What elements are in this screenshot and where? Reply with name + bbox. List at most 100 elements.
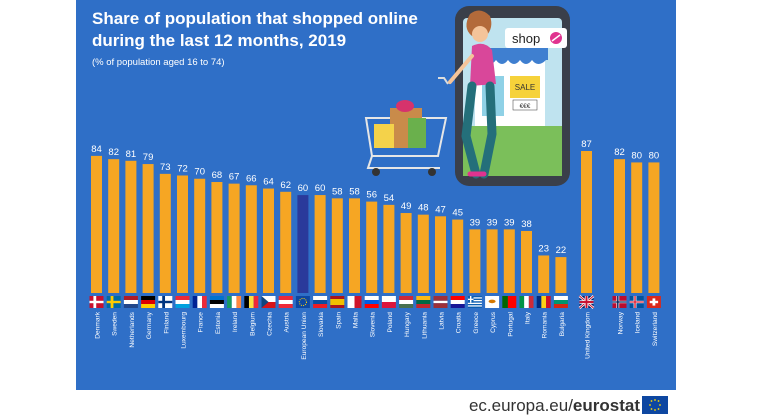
- shop-sign: shop: [505, 28, 567, 48]
- eurostat-url[interactable]: ec.europa.eu/eurostat: [469, 396, 640, 416]
- value-label-norway: 82: [614, 147, 625, 158]
- category-label-belgium: Belgium: [249, 311, 256, 335]
- category-label-cyprus: Cyprus: [490, 311, 497, 333]
- sweden-flag-icon: [106, 296, 121, 308]
- bar-netherlands: [125, 160, 137, 293]
- category-label-united-kingdom: United Kingdom: [585, 311, 592, 358]
- switzerland-flag-icon: [646, 296, 661, 308]
- value-label-romania: 23: [538, 243, 549, 254]
- category-label-hungary: Hungary: [404, 311, 411, 337]
- italy-flag-icon: [519, 296, 534, 308]
- category-label-greece: Greece: [473, 312, 480, 334]
- lithuania-flag-icon: [416, 296, 431, 308]
- bar-slovakia: [314, 195, 326, 293]
- portugal-flag-icon: [502, 296, 517, 308]
- bar-romania: [538, 255, 550, 293]
- bar-ireland: [228, 183, 240, 293]
- bar-norway: [614, 159, 625, 293]
- category-label-bulgaria: Bulgaria: [559, 312, 566, 337]
- value-label-austria: 62: [280, 180, 291, 191]
- chart-title: Share of population that shopped online …: [92, 8, 422, 52]
- spain-flag-icon: [330, 296, 345, 308]
- bar-cyprus: [486, 229, 498, 293]
- value-label-slovenia: 56: [366, 190, 377, 201]
- luxembourg-flag-icon: [175, 296, 190, 308]
- value-label-luxembourg: 72: [177, 163, 188, 174]
- ireland-flag-icon: [227, 296, 242, 308]
- value-label-croatia: 45: [452, 208, 463, 219]
- germany-flag-icon: [141, 296, 156, 308]
- sale-sign: SALE: [515, 83, 535, 92]
- category-label-lithuania: Lithuania: [421, 312, 428, 339]
- value-label-european-union: 60: [298, 183, 309, 194]
- category-label-sweden: Sweden: [112, 312, 119, 336]
- bar-belgium: [245, 185, 257, 293]
- bar-croatia: [452, 219, 464, 293]
- cyprus-flag-icon: [485, 296, 500, 308]
- category-label-croatia: Croatia: [456, 312, 463, 334]
- category-label-slovakia: Slovakia: [318, 312, 325, 337]
- bar-poland: [383, 204, 395, 293]
- iceland-flag-icon: [629, 296, 644, 308]
- value-label-portugal: 39: [504, 217, 515, 228]
- czechia-flag-icon: [261, 296, 276, 308]
- chart-title-line2: during the last 12 months, 2019: [92, 31, 347, 50]
- value-label-czechia: 64: [263, 177, 274, 188]
- value-label-italy: 38: [521, 219, 532, 230]
- eu-flag-logo-icon: [642, 396, 668, 414]
- slovenia-flag-icon: [364, 296, 379, 308]
- bar-germany: [142, 164, 154, 293]
- category-label-european-union: European Union: [301, 312, 308, 360]
- hungary-flag-icon: [399, 296, 414, 308]
- finland-flag-icon: [158, 296, 173, 308]
- slovakia-flag-icon: [313, 296, 328, 308]
- value-label-spain: 58: [332, 186, 343, 197]
- value-label-belgium: 66: [246, 173, 257, 184]
- category-label-latvia: Latvia: [439, 312, 446, 330]
- category-label-ireland: Ireland: [232, 312, 239, 332]
- value-label-estonia: 68: [212, 170, 223, 181]
- bar-france: [194, 178, 206, 293]
- category-label-france: France: [198, 312, 205, 333]
- shopping-cart-icon: [364, 77, 449, 176]
- chart-title-line1: Share of population that shopped online: [92, 9, 418, 28]
- category-label-luxembourg: Luxembourg: [181, 312, 188, 349]
- shopping-illustration: SALE €€€ shop: [364, 6, 570, 186]
- value-label-ireland: 67: [229, 172, 240, 183]
- category-label-portugal: Portugal: [507, 311, 514, 336]
- bar-estonia: [211, 182, 223, 293]
- value-label-hungary: 49: [401, 201, 412, 212]
- value-label-poland: 54: [384, 193, 395, 204]
- estonia-flag-icon: [209, 296, 224, 308]
- bar-austria: [280, 191, 292, 293]
- value-label-france: 70: [194, 167, 205, 178]
- norway-flag-icon: [612, 296, 627, 308]
- category-label-romania: Romania: [542, 312, 549, 339]
- shop-sign-label: shop: [512, 31, 540, 46]
- bar-italy: [521, 230, 532, 293]
- bar-malta: [349, 198, 360, 293]
- belgium-flag-icon: [244, 296, 259, 308]
- bar-united-kingdom: [581, 151, 592, 293]
- value-label-netherlands: 81: [126, 149, 137, 160]
- bar-slovenia: [366, 201, 378, 293]
- bar-finland: [159, 173, 171, 293]
- value-label-cyprus: 39: [487, 217, 498, 228]
- bar-european-union: [297, 195, 309, 293]
- footer-brand-text: eurostat: [572, 396, 640, 415]
- bar-hungary: [400, 213, 412, 293]
- category-label-poland: Poland: [387, 312, 394, 333]
- value-label-bulgaria: 22: [556, 245, 567, 256]
- bulgaria-flag-icon: [553, 296, 568, 308]
- value-label-switzerland: 80: [649, 150, 660, 161]
- bar-portugal: [503, 229, 515, 293]
- romania-flag-icon: [536, 296, 551, 308]
- value-label-slovakia: 60: [315, 183, 326, 194]
- bar-latvia: [435, 216, 446, 293]
- category-label-finland: Finland: [163, 312, 170, 334]
- greece-flag-icon: [467, 296, 482, 308]
- value-label-lithuania: 48: [418, 203, 429, 214]
- category-label-switzerland: Switzerland: [652, 312, 659, 346]
- value-label-germany: 79: [143, 152, 154, 163]
- value-label-greece: 39: [470, 217, 481, 228]
